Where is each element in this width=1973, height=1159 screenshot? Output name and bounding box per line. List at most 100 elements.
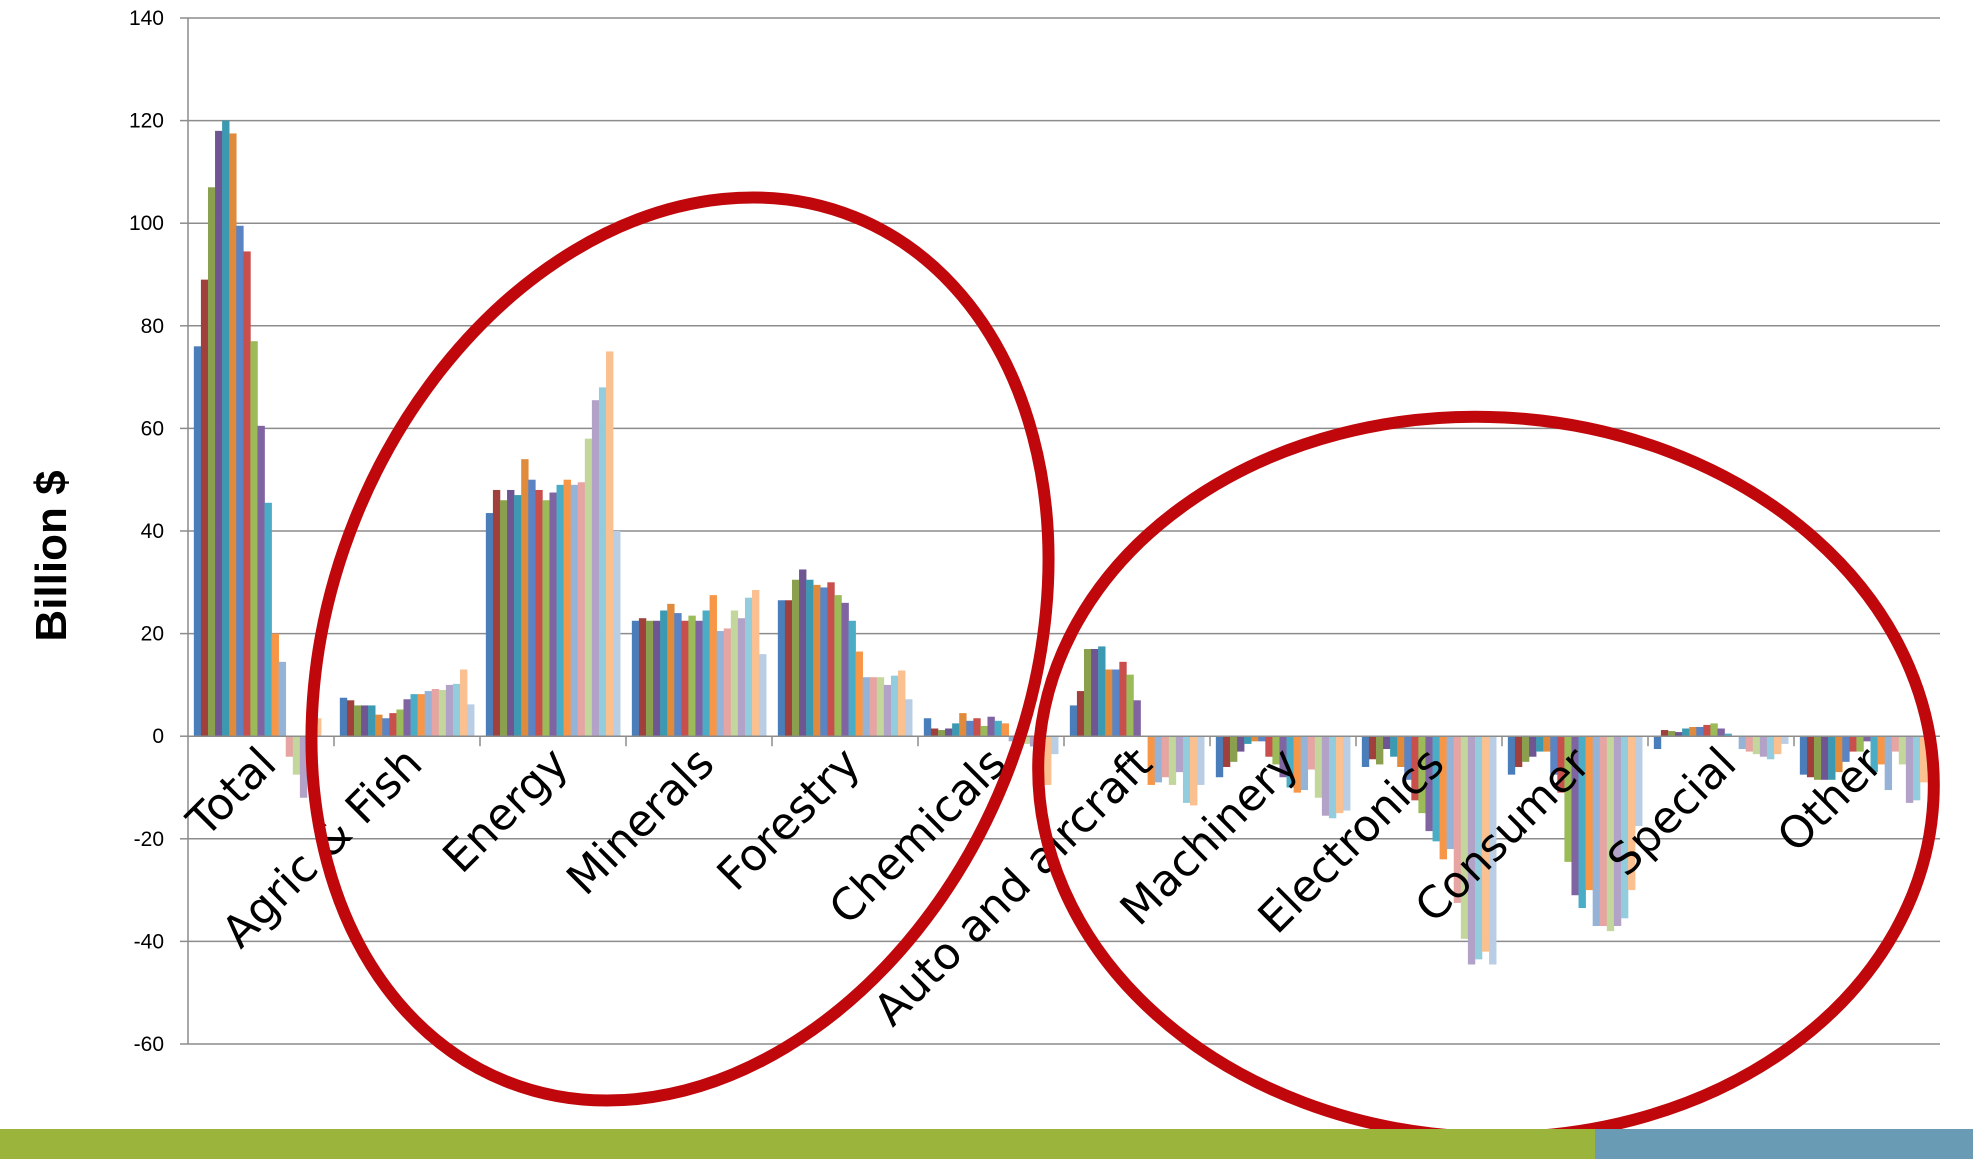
bar <box>1863 736 1871 742</box>
bar <box>1328 736 1337 819</box>
bar <box>1390 736 1398 757</box>
bar <box>876 677 885 737</box>
bar <box>1474 736 1483 960</box>
bar <box>563 479 571 737</box>
bar <box>1529 736 1537 757</box>
bar <box>222 120 230 737</box>
bar <box>1425 736 1433 832</box>
bar <box>1265 736 1273 757</box>
bar <box>702 610 710 737</box>
bar <box>1069 705 1078 737</box>
bar <box>966 720 974 737</box>
bar <box>1884 736 1893 791</box>
bar <box>1667 731 1676 737</box>
bar <box>236 225 244 737</box>
bar <box>1717 728 1725 737</box>
bar <box>1536 736 1544 752</box>
bar <box>1774 736 1782 755</box>
bar <box>1321 736 1330 816</box>
bar <box>709 595 717 737</box>
category-label: Minerals <box>557 738 724 905</box>
category-label: Energy <box>433 738 578 883</box>
bar <box>1446 736 1455 850</box>
bar <box>1752 736 1761 755</box>
bar <box>1286 736 1294 788</box>
bar <box>1543 736 1551 752</box>
bar <box>570 484 579 737</box>
bar <box>752 590 760 737</box>
bar <box>264 502 272 737</box>
bar <box>1557 736 1565 793</box>
bar <box>1105 669 1113 737</box>
bars <box>193 120 1935 965</box>
bar <box>820 587 828 737</box>
bar <box>1375 736 1384 765</box>
bar <box>257 425 265 737</box>
bar <box>1343 736 1351 811</box>
bar <box>1460 736 1469 939</box>
bar <box>1418 736 1426 814</box>
bar <box>528 479 536 737</box>
bar <box>827 582 835 737</box>
bar <box>1368 736 1377 760</box>
bar <box>485 513 494 737</box>
bar <box>1738 736 1747 750</box>
bar <box>1112 669 1120 737</box>
category-label: Total <box>177 738 286 847</box>
bar <box>631 620 640 737</box>
bar <box>1856 736 1864 752</box>
bar <box>890 675 899 737</box>
bar <box>1578 736 1586 909</box>
bar <box>193 346 202 737</box>
bar <box>1293 736 1301 793</box>
bar <box>1905 736 1914 803</box>
bar <box>980 725 988 737</box>
y-tick-label: 0 <box>152 725 164 748</box>
bar <box>695 620 703 737</box>
footer-bar-blue <box>1595 1129 1973 1159</box>
y-tick-label: -60 <box>134 1033 164 1056</box>
bar <box>959 713 967 737</box>
bar <box>674 613 682 737</box>
bar <box>1766 736 1775 760</box>
bar <box>1044 736 1052 785</box>
bar <box>556 484 564 737</box>
bar <box>1432 736 1440 842</box>
bar <box>591 400 600 737</box>
bar <box>1272 736 1280 765</box>
bar <box>1300 736 1309 791</box>
bar <box>514 495 522 737</box>
bar <box>1001 723 1009 737</box>
bar <box>1689 726 1697 737</box>
bar <box>229 133 237 737</box>
bar <box>1920 736 1928 783</box>
bar <box>784 600 793 737</box>
bar <box>841 602 849 737</box>
bar <box>994 720 1002 737</box>
bar <box>424 691 433 737</box>
bar <box>1877 736 1885 765</box>
bar <box>492 489 501 737</box>
bar <box>431 689 440 737</box>
bar <box>1336 736 1344 814</box>
bar <box>445 684 454 737</box>
bar <box>834 595 842 737</box>
bar <box>1759 736 1768 757</box>
bar <box>1051 736 1059 755</box>
bar <box>1842 736 1850 762</box>
bar <box>1835 736 1843 773</box>
bar <box>987 716 995 737</box>
bar <box>744 597 753 737</box>
bar <box>467 704 475 737</box>
bar <box>1076 691 1085 737</box>
bar <box>1404 736 1412 780</box>
bar <box>339 697 348 737</box>
bar <box>905 699 913 737</box>
bar <box>1571 736 1579 896</box>
bar <box>460 669 468 737</box>
bar <box>1133 700 1141 737</box>
bar <box>645 620 654 737</box>
bar <box>1229 736 1238 762</box>
bar <box>396 709 404 737</box>
